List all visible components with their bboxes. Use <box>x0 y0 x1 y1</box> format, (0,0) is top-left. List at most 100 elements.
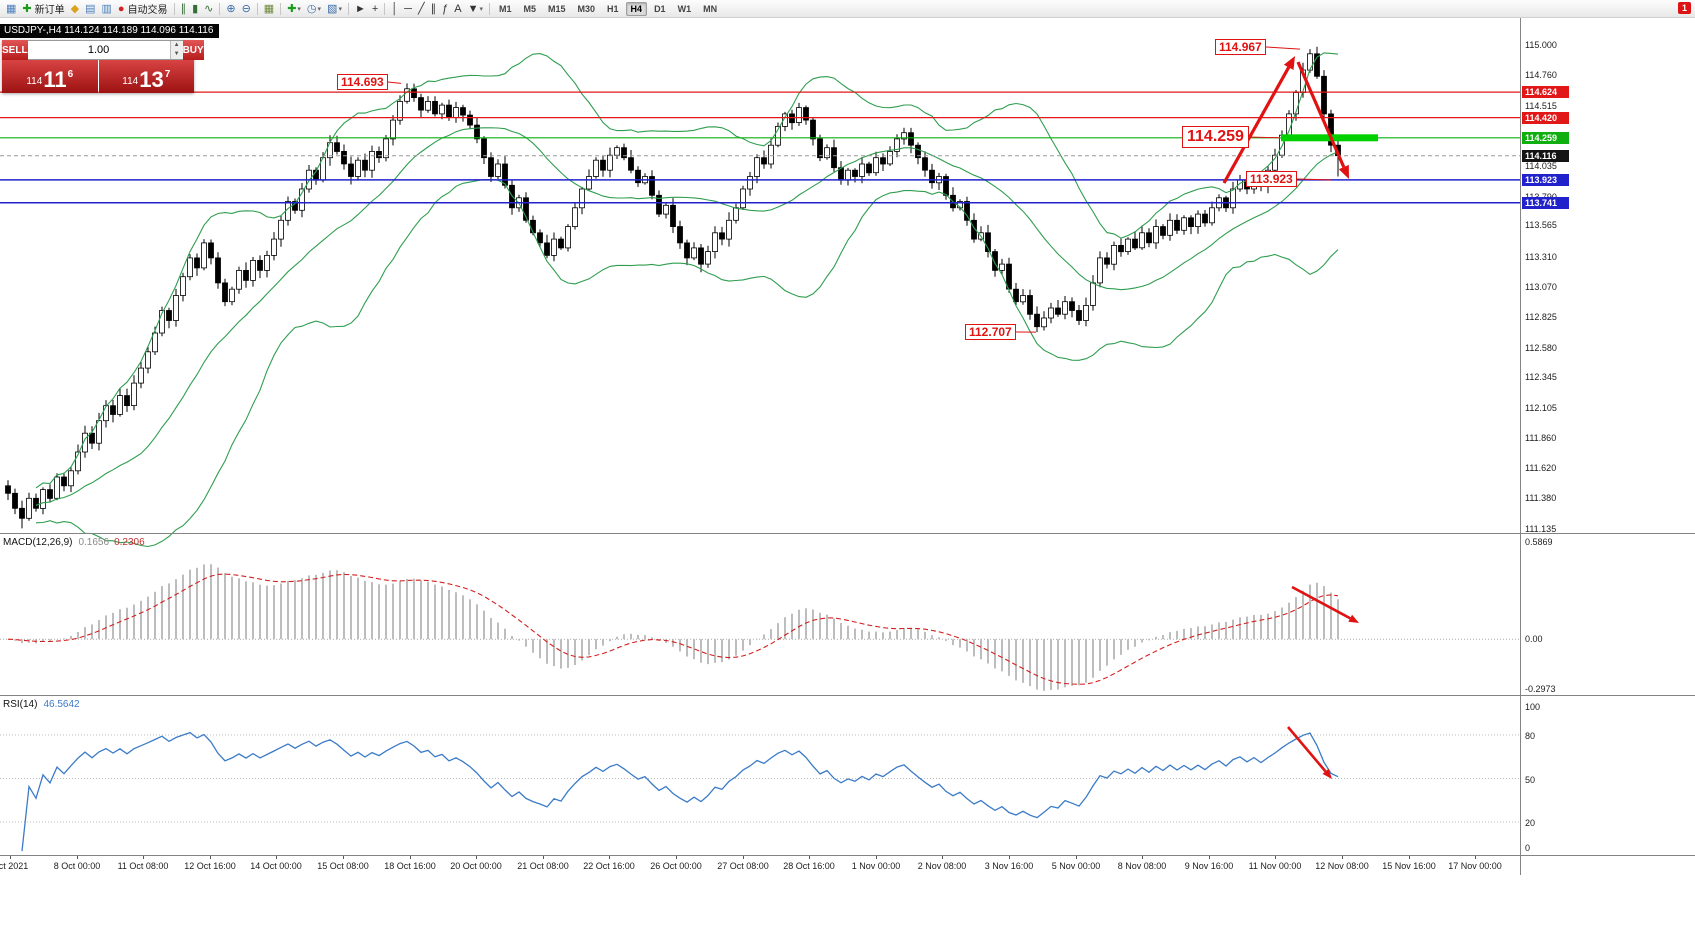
candle <box>26 497 32 519</box>
time-tick <box>942 856 943 859</box>
candle <box>215 257 221 284</box>
trend-arrow-line[interactable] <box>1296 61 1346 168</box>
time-tick <box>77 856 78 859</box>
time-axis[interactable]: Oct 2021 8 Oct 00:00 11 Oct 08:00 12 Oct 16… <box>0 856 1520 875</box>
timeframe-d1-button[interactable]: D1 <box>654 3 666 14</box>
candlestick-chart-button[interactable]: ▮ <box>190 1 200 17</box>
vertical-line-icon: │ <box>391 2 399 15</box>
price-axis[interactable]: 115.000 114.760 114.515 114.035 113.790 113.5… <box>1521 17 1577 875</box>
panel-separator[interactable] <box>0 695 1695 696</box>
crosshair-button[interactable]: + <box>370 1 380 17</box>
periods-button[interactable]: ◷ ▾ <box>305 1 323 17</box>
new-order-button[interactable]: ✚ 新订单 <box>20 1 66 17</box>
equidistant-channel-button[interactable]: ∥ <box>429 1 439 17</box>
timeframe-m1-button[interactable]: M1 <box>498 3 512 14</box>
zoom-in-button[interactable]: ⊕ <box>224 1 237 17</box>
auto-trading-button[interactable]: ● 自动交易 <box>116 1 170 17</box>
tile-windows-button[interactable]: ▦ <box>262 1 276 17</box>
candle <box>873 157 879 174</box>
candle <box>1258 176 1264 186</box>
timeframe-m30-button[interactable]: M30 <box>577 3 596 14</box>
price-axis-label: 113.565 <box>1525 219 1557 230</box>
annotation-pointer <box>1296 178 1332 181</box>
candle <box>1251 176 1257 190</box>
buy-button[interactable]: BUY <box>182 40 204 60</box>
market-watch-icon: ▤ <box>85 2 96 15</box>
timeframe-m15-button[interactable]: M15 <box>548 3 566 14</box>
time-tick <box>1342 856 1343 859</box>
indicators-button[interactable]: ✚ ▾ <box>285 1 303 17</box>
equidistant-channel-icon: ∥ <box>430 2 437 15</box>
trend-arrow-line[interactable] <box>1287 726 1327 773</box>
market-watch-button[interactable]: ▤ <box>83 1 97 17</box>
buy-price-display[interactable]: 114 13 7 <box>98 60 194 93</box>
fibonacci-button[interactable]: ƒ <box>440 1 450 17</box>
horizontal-line-button[interactable]: ─ <box>402 1 414 17</box>
sell-button[interactable]: SELL <box>2 40 28 60</box>
sell-price-big: 11 <box>43 67 67 92</box>
candle <box>964 201 970 221</box>
templates-button[interactable]: ▧ ▾ <box>325 1 344 17</box>
trend-arrow-head <box>1338 164 1349 179</box>
price-axis-border <box>1520 17 1521 875</box>
line-chart-button[interactable]: ∿ <box>202 1 215 17</box>
cursor-button[interactable]: ► <box>353 1 368 17</box>
candle <box>810 119 816 140</box>
candle <box>635 169 641 184</box>
candle <box>1160 226 1166 236</box>
candle <box>649 176 655 196</box>
trend-arrow-line[interactable] <box>1222 66 1291 184</box>
time-tick <box>1076 856 1077 859</box>
candle <box>1307 53 1313 71</box>
macd-indicator-label: MACD(12,26,9) 0.1656 0.2306 <box>3 537 145 548</box>
candle <box>208 242 214 259</box>
volume-up-icon[interactable]: ▲ <box>170 41 183 50</box>
price-axis-label: 111.135 <box>1525 524 1557 534</box>
candle <box>866 163 872 174</box>
bar-chart-button[interactable]: ∥ <box>179 1 189 17</box>
time-axis-label: 11 Nov 00:00 <box>1248 861 1302 871</box>
new-chart-button[interactable]: ▦ <box>4 1 18 17</box>
time-tick <box>743 856 744 859</box>
candle <box>775 126 781 146</box>
profiles-button[interactable]: ◆ <box>69 1 81 17</box>
time-axis-label: 22 Oct 16:00 <box>583 861 635 871</box>
text-tool-button[interactable]: A <box>452 1 463 17</box>
arrows-tool-button[interactable]: ▼ ▾ <box>466 1 485 17</box>
fibonacci-icon: ƒ <box>442 2 449 15</box>
panel-separator[interactable] <box>0 533 1695 534</box>
notification-badge[interactable]: 1 <box>1677 2 1691 14</box>
volume-down-icon[interactable]: ▼ <box>170 50 183 59</box>
candle <box>82 432 88 453</box>
panel-separator[interactable] <box>0 855 1695 856</box>
time-axis-label: 12 Oct 16:00 <box>184 861 236 871</box>
candle <box>1083 305 1089 321</box>
zoom-out-button[interactable]: ⊖ <box>240 1 253 17</box>
macd-axis-label: 0.00 <box>1525 634 1543 645</box>
candle <box>572 207 578 228</box>
navigator-button[interactable]: ▥ <box>100 1 114 17</box>
candle <box>187 257 193 278</box>
timeframe-h4-button[interactable]: H4 <box>625 1 648 16</box>
candle <box>1265 169 1271 186</box>
volume-input[interactable] <box>27 41 170 59</box>
candle <box>145 351 151 369</box>
candle <box>376 150 382 159</box>
candle <box>943 176 949 196</box>
timeframe-w1-button[interactable]: W1 <box>677 3 692 14</box>
timeframe-m5-button[interactable]: M5 <box>523 3 536 14</box>
timeframe-mn-button[interactable]: MN <box>703 3 718 14</box>
horizontal-line-icon: ─ <box>404 2 412 15</box>
time-axis-label: 15 Nov 16:00 <box>1382 861 1436 871</box>
trendline-button[interactable]: ╱ <box>416 1 427 17</box>
candle <box>411 88 417 99</box>
timeframe-h1-button[interactable]: H1 <box>607 3 619 14</box>
candle <box>1104 257 1110 265</box>
sell-price-display[interactable]: 114 11 6 <box>2 60 98 93</box>
candle <box>299 188 305 211</box>
trend-arrow-line[interactable] <box>1291 585 1351 620</box>
navigator-icon: ▥ <box>101 2 112 15</box>
vertical-line-button[interactable]: │ <box>389 1 400 17</box>
